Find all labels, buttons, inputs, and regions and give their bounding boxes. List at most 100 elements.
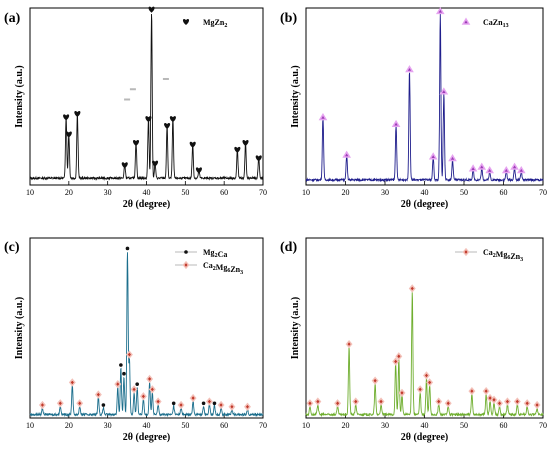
peak-marker-diamond bbox=[130, 385, 138, 394]
plot-frame bbox=[29, 237, 264, 419]
peak-marker-diamond bbox=[76, 399, 84, 408]
peak-marker-triangle bbox=[485, 165, 494, 174]
peak-marker-diamond bbox=[146, 374, 154, 384]
peak-marker-dot bbox=[135, 382, 139, 386]
peak-marker-heart bbox=[164, 122, 171, 129]
x-tick-label: 30 bbox=[104, 188, 112, 197]
peak-marker-heart bbox=[121, 162, 128, 169]
x-tick-label: 50 bbox=[181, 188, 189, 197]
stray-mark bbox=[124, 98, 131, 101]
peak-marker-triangle bbox=[510, 162, 519, 170]
peak-marker-triangle bbox=[435, 6, 445, 15]
x-tick-label: 10 bbox=[26, 421, 34, 430]
peak-marker-diamond bbox=[416, 385, 424, 394]
x-axis-title: 2θ (degree) bbox=[123, 432, 171, 443]
panel-tag: (d) bbox=[280, 240, 297, 255]
plot-frame bbox=[305, 7, 544, 186]
x-tick-label: 70 bbox=[259, 421, 267, 430]
x-tick-label: 50 bbox=[460, 188, 468, 197]
peak-marker-diamond bbox=[56, 399, 64, 408]
peak-marker-heart bbox=[74, 110, 81, 118]
xrd-trace bbox=[29, 13, 264, 181]
peak-marker-diamond bbox=[189, 393, 197, 403]
peak-marker-triangle bbox=[318, 112, 328, 121]
peak-marker-dot bbox=[184, 250, 188, 254]
xrd-trace bbox=[305, 13, 544, 183]
panel-tag: (c) bbox=[4, 240, 20, 255]
peak-marker-heart bbox=[182, 18, 190, 25]
legend-label: CaZn13 bbox=[483, 18, 509, 29]
peak-marker-dot bbox=[201, 401, 206, 406]
peak-marker-diamond bbox=[468, 386, 476, 396]
peak-marker-triangle bbox=[405, 65, 414, 73]
y-axis-title: Intensity (a.u.) bbox=[290, 297, 301, 360]
panel-tag: (b) bbox=[280, 11, 297, 26]
x-tick-label: 10 bbox=[302, 188, 310, 197]
peak-marker-diamond bbox=[154, 397, 162, 406]
legend-label: Ca2Mg6Zn3 bbox=[483, 248, 523, 263]
chart-panel-4: (d) 10 20 30 40 50 60 70 2θ (degree) Intensity (a… bbox=[280, 237, 547, 443]
xrd-trace bbox=[29, 252, 264, 418]
peak-marker-diamond bbox=[345, 339, 353, 349]
x-tick-label: 20 bbox=[342, 421, 350, 430]
x-tick-label: 40 bbox=[143, 188, 151, 197]
peak-marker-dot bbox=[125, 246, 130, 251]
panel-tag: (a) bbox=[4, 11, 21, 26]
peak-marker-triangle bbox=[342, 150, 352, 158]
peak-marker-diamond bbox=[139, 392, 147, 401]
peak-marker-diamond bbox=[94, 390, 102, 399]
peak-marker-diamond bbox=[114, 379, 122, 389]
x-tick-label: 50 bbox=[181, 421, 189, 430]
peak-marker-diamond bbox=[408, 284, 416, 293]
peak-marker-diamond bbox=[243, 402, 251, 411]
peak-marker-diamond bbox=[462, 247, 470, 257]
peak-marker-diamond bbox=[205, 397, 213, 406]
y-axis-title: Intensity (a.u.) bbox=[14, 297, 25, 360]
x-tick-label: 40 bbox=[421, 188, 429, 197]
chart-panel-1: (a) 10 20 30 40 50 60 70 2θ (degree) Intensity (a… bbox=[4, 6, 267, 210]
peak-marker-dot bbox=[212, 401, 217, 406]
legend-entry: Mg2Ca bbox=[175, 248, 227, 259]
peak-marker-diamond bbox=[217, 400, 225, 410]
peak-marker-dot bbox=[122, 371, 126, 376]
peak-marker-diamond bbox=[68, 378, 76, 387]
peak-marker-triangle bbox=[439, 87, 449, 95]
legend-label: Ca2Mg6Zn3 bbox=[203, 261, 243, 276]
x-tick-label: 50 bbox=[460, 421, 468, 430]
xrd-trace bbox=[305, 292, 544, 418]
y-axis-title: Intensity (a.u.) bbox=[14, 65, 25, 128]
peak-marker-heart bbox=[63, 114, 70, 121]
peak-marker-diamond bbox=[177, 400, 185, 410]
peak-marker-triangle bbox=[428, 152, 438, 160]
peak-marker-diamond bbox=[395, 352, 403, 361]
peak-marker-heart bbox=[151, 160, 159, 167]
peak-marker-diamond bbox=[533, 400, 541, 410]
peak-marker-diamond bbox=[398, 388, 406, 398]
x-tick-label: 60 bbox=[220, 421, 228, 430]
x-tick-label: 70 bbox=[539, 421, 547, 430]
peak-marker-diamond bbox=[503, 397, 511, 406]
legend-entry: Ca2Mg6Zn3 bbox=[455, 247, 523, 263]
x-tick-label: 30 bbox=[104, 421, 112, 430]
x-tick-label: 30 bbox=[381, 421, 389, 430]
peak-marker-diamond bbox=[125, 350, 133, 359]
peak-marker-heart bbox=[169, 116, 176, 123]
x-tick-label: 20 bbox=[65, 188, 73, 197]
peak-marker-triangle bbox=[448, 154, 457, 162]
peak-marker-diamond bbox=[426, 378, 434, 387]
peak-marker-diamond bbox=[352, 397, 360, 406]
peak-marker-triangle bbox=[391, 119, 401, 128]
legend-label: Mg2Ca bbox=[203, 248, 227, 259]
peak-marker-heart bbox=[65, 131, 72, 138]
x-tick-label: 20 bbox=[65, 421, 73, 430]
peak-marker-diamond bbox=[182, 260, 190, 270]
peak-marker-diamond bbox=[371, 376, 379, 385]
peak-marker-diamond bbox=[523, 399, 531, 408]
peak-marker-triangle bbox=[516, 165, 526, 174]
peak-marker-diamond bbox=[435, 397, 443, 406]
peak-marker-diamond bbox=[392, 357, 400, 366]
y-axis-title: Intensity (a.u.) bbox=[290, 65, 301, 128]
peak-marker-dot bbox=[101, 403, 106, 407]
